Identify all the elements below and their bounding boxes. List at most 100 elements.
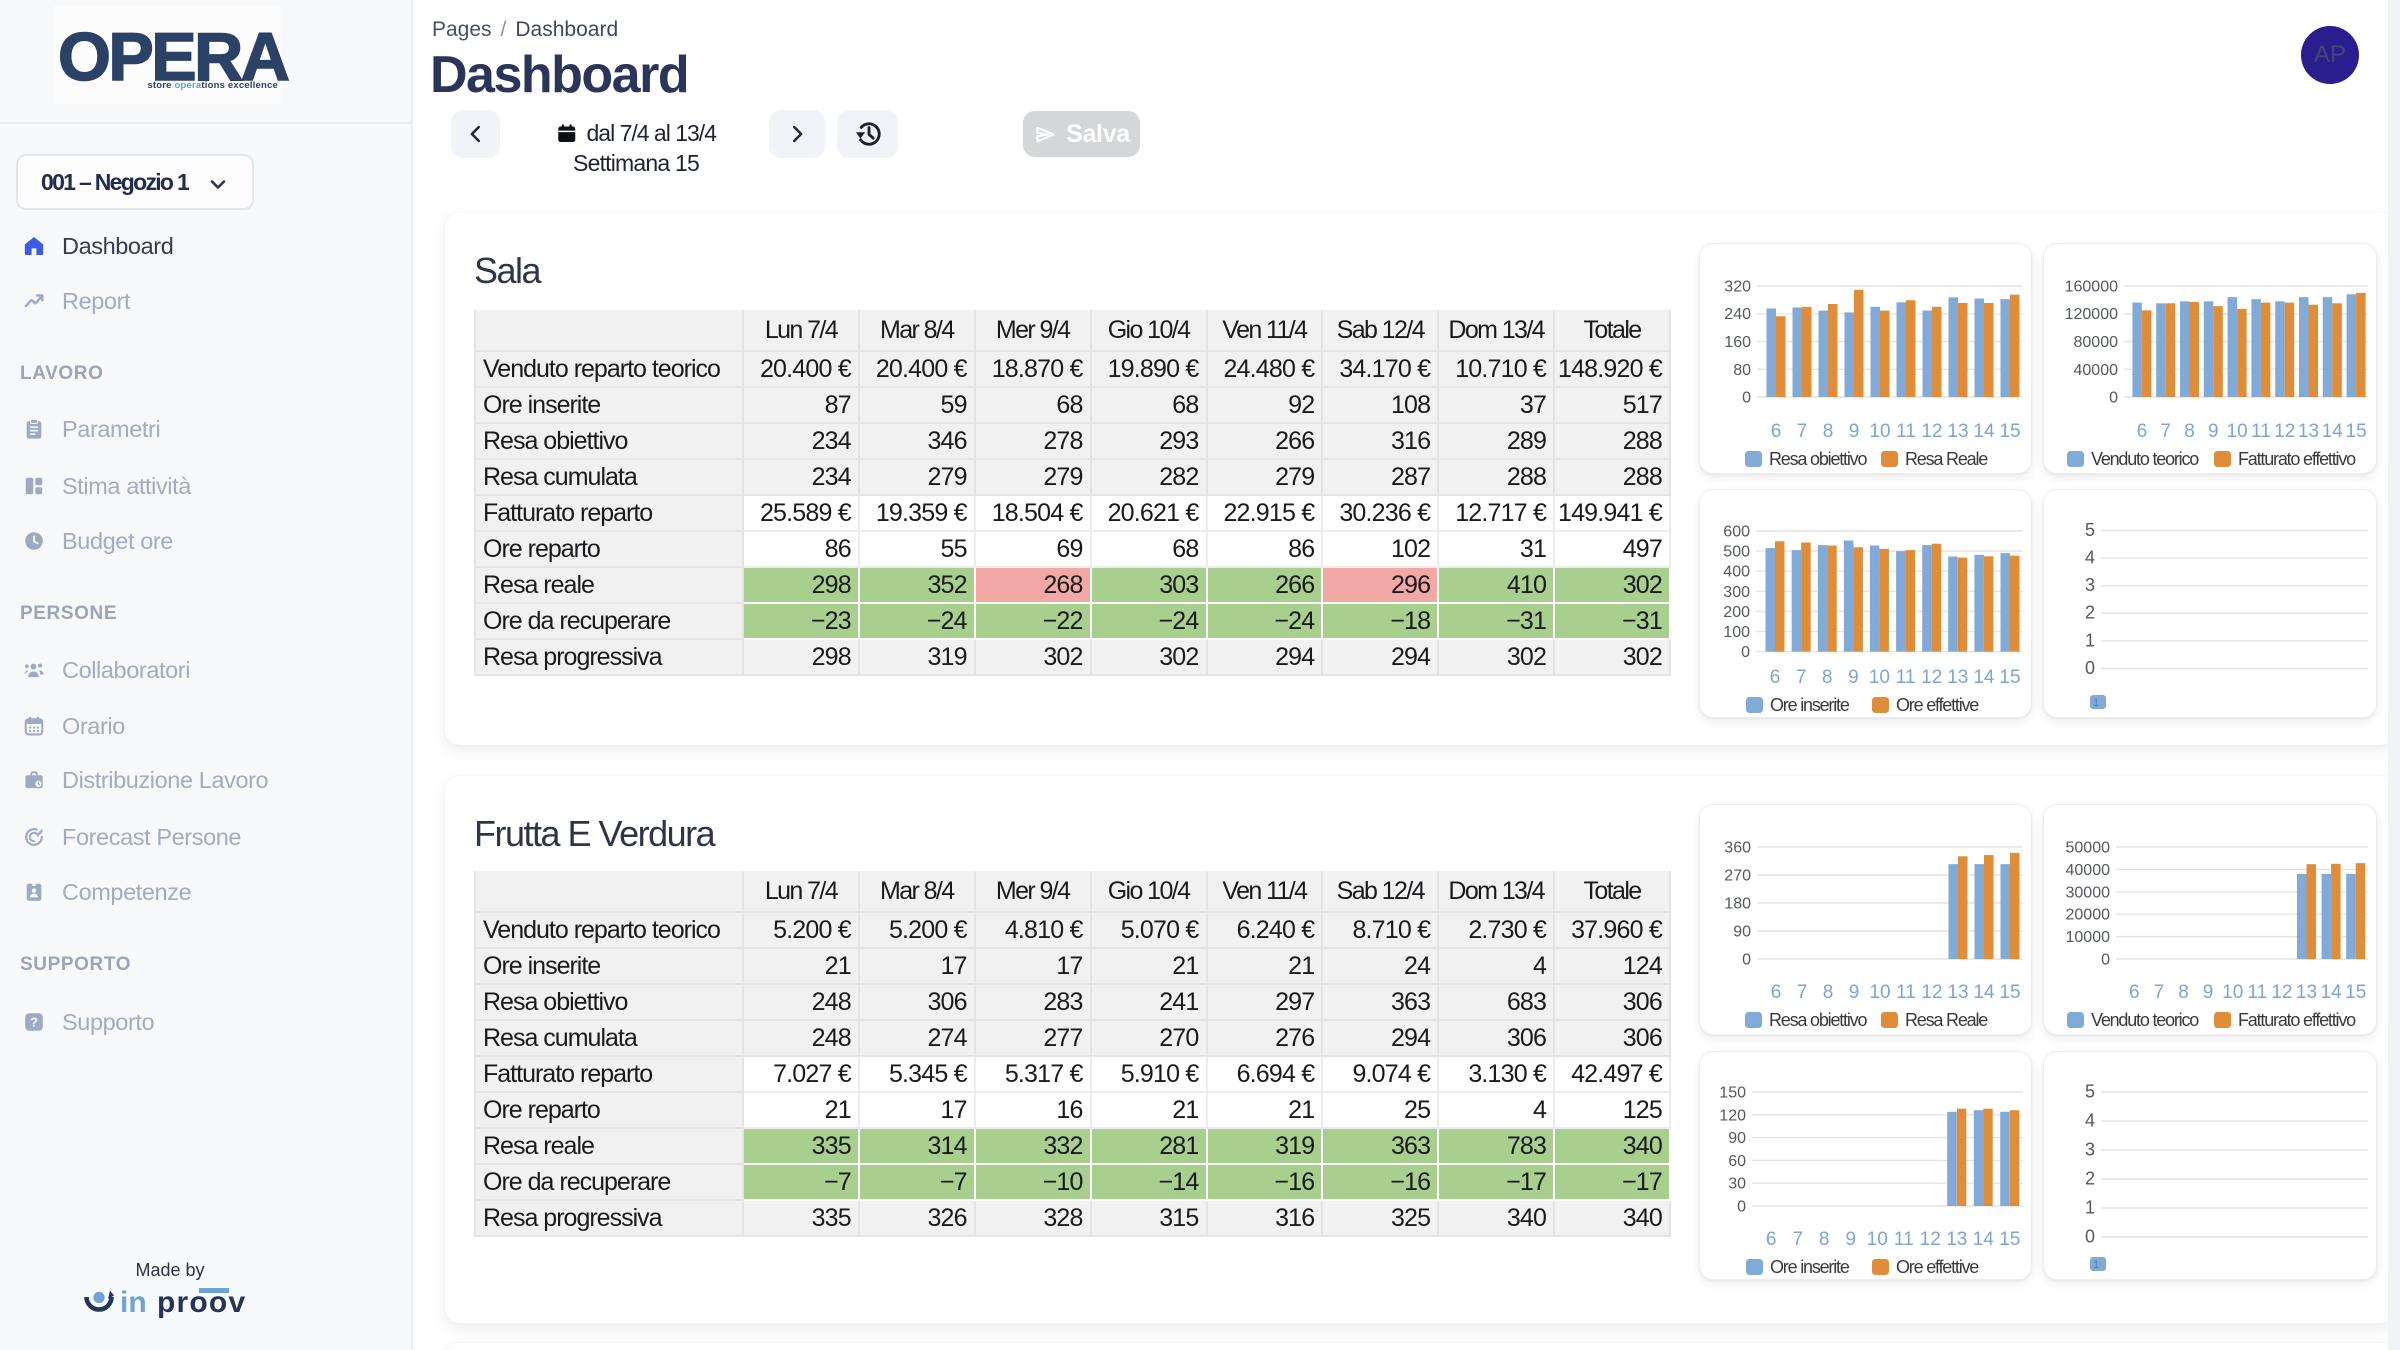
- svg-text:0: 0: [1737, 1199, 1746, 1216]
- svg-text:13: 13: [1947, 667, 1968, 688]
- svg-text:300: 300: [1723, 584, 1750, 601]
- svg-text:0: 0: [2085, 658, 2095, 678]
- svg-text:9: 9: [1846, 1229, 1857, 1250]
- svg-text:Ore inserite: Ore inserite: [1770, 695, 1850, 715]
- svg-text:0: 0: [2109, 390, 2118, 407]
- svg-text:15: 15: [2346, 421, 2367, 442]
- svg-text:11: 11: [1896, 421, 1916, 442]
- svg-text:12: 12: [2271, 982, 2292, 1003]
- svg-text:10: 10: [1869, 982, 1890, 1003]
- svg-text:90: 90: [1733, 924, 1751, 941]
- svg-text:60: 60: [1728, 1153, 1746, 1170]
- svg-text:9: 9: [2208, 421, 2219, 442]
- svg-text:2: 2: [2085, 603, 2095, 623]
- svg-text:40000: 40000: [2074, 362, 2119, 379]
- svg-text:90: 90: [1728, 1130, 1746, 1147]
- svg-text:10: 10: [1869, 667, 1890, 688]
- svg-text:10: 10: [1869, 421, 1890, 442]
- svg-text:0: 0: [1741, 644, 1750, 661]
- svg-text:10: 10: [1867, 1229, 1888, 1250]
- svg-text:6: 6: [1771, 421, 1782, 442]
- svg-text:10: 10: [2227, 421, 2248, 442]
- svg-text:Resa obiettivo: Resa obiettivo: [1769, 449, 1867, 469]
- svg-text:7: 7: [1793, 1229, 1804, 1250]
- svg-text:15: 15: [1999, 982, 2020, 1003]
- svg-text:11: 11: [1896, 982, 1916, 1003]
- svg-text:120: 120: [1719, 1107, 1746, 1124]
- svg-text:15: 15: [1999, 421, 2020, 442]
- svg-text:8: 8: [2184, 421, 2195, 442]
- svg-text:6: 6: [1766, 1229, 1777, 1250]
- svg-text:Venduto teorico: Venduto teorico: [2091, 1010, 2199, 1030]
- svg-text:9: 9: [1849, 982, 1860, 1003]
- svg-text:3: 3: [2085, 575, 2095, 595]
- svg-text:4: 4: [2085, 1111, 2095, 1131]
- svg-text:40000: 40000: [2066, 862, 2111, 879]
- svg-text:14: 14: [2322, 421, 2344, 442]
- svg-text:1: 1: [2085, 1198, 2095, 1218]
- svg-text:8: 8: [1819, 1229, 1830, 1250]
- svg-text:160: 160: [1724, 334, 1751, 351]
- svg-text:Resa Reale: Resa Reale: [1905, 1010, 1988, 1030]
- svg-text:30000: 30000: [2066, 884, 2111, 901]
- svg-text:7: 7: [2154, 982, 2165, 1003]
- svg-text:8: 8: [2178, 982, 2189, 1003]
- svg-text:12: 12: [1921, 982, 1942, 1003]
- svg-text:12: 12: [1921, 421, 1942, 442]
- svg-text:7: 7: [1797, 421, 1808, 442]
- svg-text:360: 360: [1724, 840, 1751, 857]
- svg-text:6: 6: [1771, 982, 1782, 1003]
- svg-text:400: 400: [1723, 564, 1750, 581]
- svg-text:270: 270: [1724, 868, 1751, 885]
- svg-text:1: 1: [2085, 630, 2095, 650]
- svg-text:11: 11: [1896, 667, 1916, 688]
- svg-text:13: 13: [1947, 421, 1968, 442]
- svg-text:9: 9: [1849, 421, 1860, 442]
- svg-text:12: 12: [1920, 1229, 1941, 1250]
- svg-text:200: 200: [1723, 604, 1750, 621]
- svg-text:80000: 80000: [2074, 334, 2119, 351]
- svg-text:10000: 10000: [2066, 929, 2111, 946]
- svg-text:150: 150: [1719, 1085, 1746, 1102]
- svg-text:13: 13: [2296, 982, 2317, 1003]
- svg-text:320: 320: [1724, 279, 1751, 296]
- svg-text:Ore effettive: Ore effettive: [1896, 1257, 1979, 1277]
- svg-text:13: 13: [1947, 982, 1968, 1003]
- svg-text:Resa obiettivo: Resa obiettivo: [1769, 1010, 1867, 1030]
- svg-text:9: 9: [2203, 982, 2214, 1003]
- svg-text:0: 0: [2101, 952, 2110, 969]
- svg-text:Ore effettive: Ore effettive: [1896, 695, 1979, 715]
- svg-text:Fatturato effettivo: Fatturato effettivo: [2238, 1010, 2356, 1030]
- svg-text:8: 8: [1822, 667, 1833, 688]
- svg-text:500: 500: [1723, 544, 1750, 561]
- svg-text:1: 1: [2093, 697, 2099, 709]
- svg-text:Ore inserite: Ore inserite: [1770, 1257, 1850, 1277]
- svg-text:14: 14: [1973, 421, 1995, 442]
- svg-text:Resa Reale: Resa Reale: [1905, 449, 1988, 469]
- svg-text:180: 180: [1724, 896, 1751, 913]
- svg-text:15: 15: [1999, 667, 2020, 688]
- svg-text:13: 13: [2298, 421, 2319, 442]
- svg-text:14: 14: [1973, 667, 1995, 688]
- svg-text:5: 5: [2085, 520, 2095, 540]
- svg-text:240: 240: [1724, 306, 1751, 323]
- svg-text:0: 0: [1742, 952, 1751, 969]
- svg-text:11: 11: [2251, 421, 2271, 442]
- svg-text:600: 600: [1723, 524, 1750, 541]
- svg-text:14: 14: [2321, 982, 2343, 1003]
- svg-text:1: 1: [2093, 1259, 2099, 1271]
- svg-text:14: 14: [1973, 982, 1995, 1003]
- svg-text:0: 0: [2085, 1227, 2095, 1247]
- svg-text:12: 12: [2274, 421, 2295, 442]
- svg-text:11: 11: [1894, 1229, 1914, 1250]
- svg-text:15: 15: [1999, 1229, 2020, 1250]
- svg-text:0: 0: [1742, 390, 1751, 407]
- svg-text:14: 14: [1973, 1229, 1995, 1250]
- svg-text:6: 6: [1770, 667, 1781, 688]
- svg-text:160000: 160000: [2065, 279, 2118, 296]
- svg-text:8: 8: [1823, 421, 1834, 442]
- svg-text:13: 13: [1946, 1229, 1967, 1250]
- svg-text:Fatturato effettivo: Fatturato effettivo: [2238, 449, 2356, 469]
- svg-text:4: 4: [2085, 548, 2095, 568]
- svg-text:15: 15: [2345, 982, 2366, 1003]
